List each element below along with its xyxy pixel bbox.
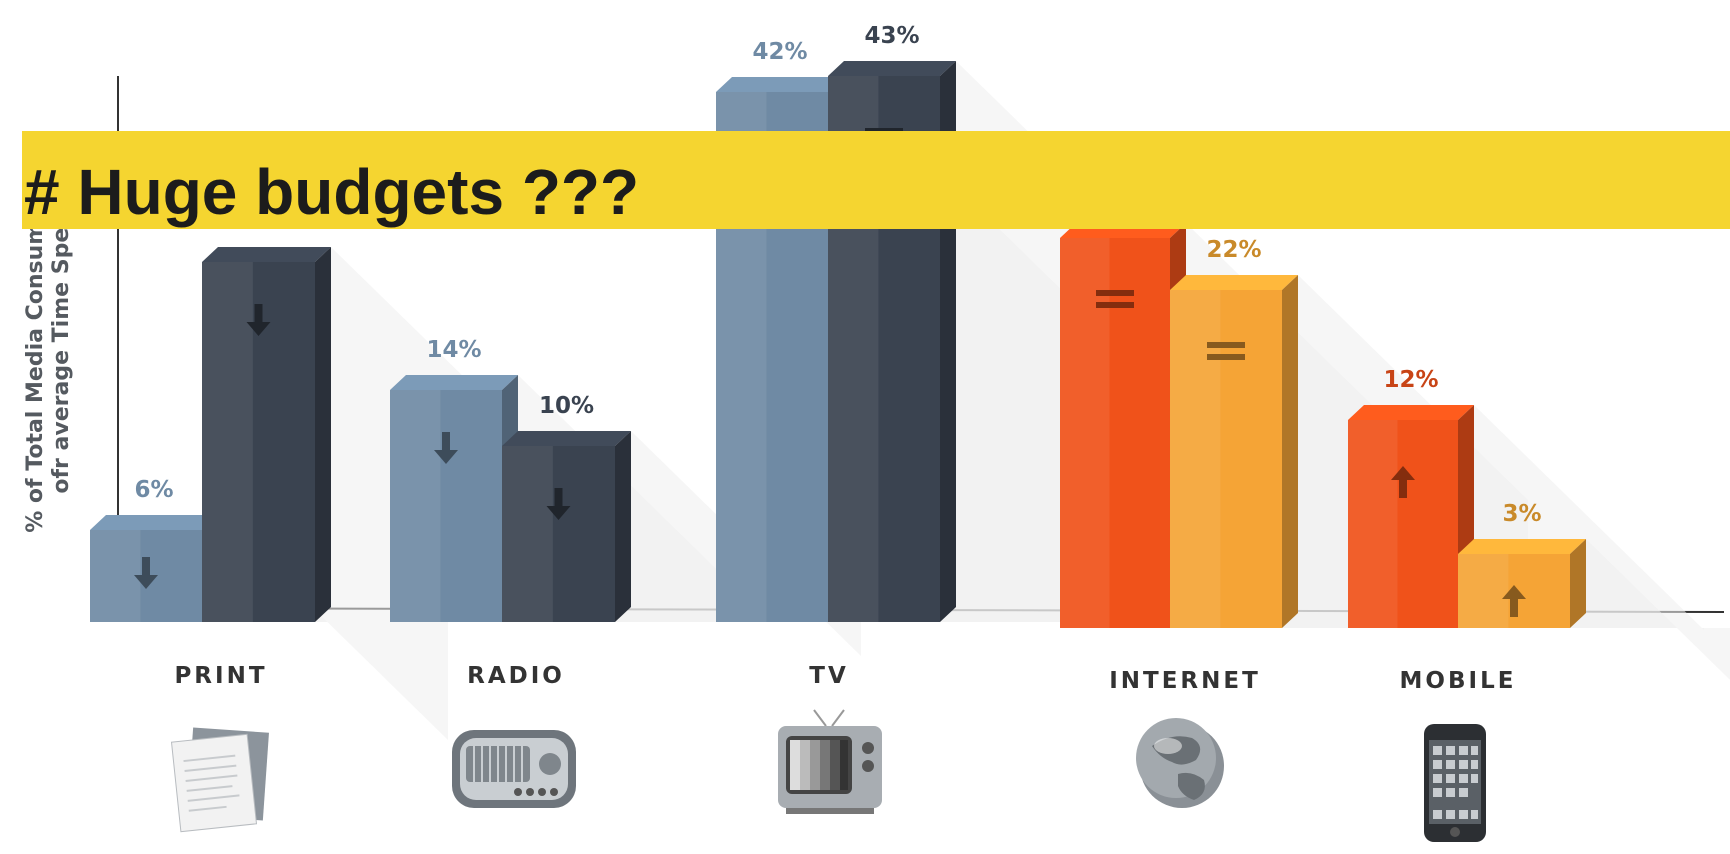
y-axis-label-line-2: ofr average Time Spend <box>49 196 74 493</box>
bar-highlight-print-right <box>202 262 253 622</box>
indicator-down-icon <box>246 304 271 336</box>
indicator-equal-icon <box>1207 342 1245 360</box>
bar-top-internet-right <box>1170 275 1298 290</box>
bar-print-right <box>202 247 331 622</box>
bar-front-radio-left <box>390 390 502 622</box>
slide-title: # Huge budgets ??? <box>24 156 640 228</box>
radio-icon <box>452 730 576 808</box>
bar-highlight-internet-left <box>1060 238 1110 628</box>
bar-side-radio-right <box>615 431 631 622</box>
value-label-mobile-left: 12% <box>1383 367 1438 393</box>
bar-mobile-right <box>1458 539 1586 628</box>
category-labels: PRINT RADIO TV INTERNET MOBILE <box>174 663 1517 694</box>
bar-top-tv-right <box>828 61 956 76</box>
category-label-radio: RADIO <box>467 663 565 689</box>
bar-side-mobile-right <box>1570 539 1586 628</box>
bar-internet-right <box>1170 275 1298 628</box>
value-label-radio-right: 10% <box>539 393 594 419</box>
category-label-mobile: MOBILE <box>1400 668 1517 694</box>
bar-front-radio-right <box>502 446 615 622</box>
indicator-up-icon <box>1502 585 1526 617</box>
bar-highlight-internet-right <box>1170 290 1221 628</box>
television-icon <box>778 709 882 814</box>
bar-shadow-mobile-right <box>1570 539 1730 680</box>
bar-side-print-right <box>315 247 331 622</box>
bar-internet-left <box>1060 223 1186 628</box>
value-label-mobile-right: 3% <box>1502 501 1541 527</box>
document-icon <box>170 727 269 833</box>
bar-print-left <box>90 515 218 622</box>
bar-top-print-right <box>202 247 331 262</box>
bar-mobile-left <box>1348 405 1474 628</box>
value-label-print-left: 6% <box>134 477 173 503</box>
title-banner <box>22 131 1730 229</box>
indicator-down-icon <box>134 557 158 589</box>
smartphone-icon <box>1424 724 1486 842</box>
bar-top-radio-right <box>502 431 631 446</box>
bar-radio-right <box>502 431 631 622</box>
category-label-tv: TV <box>809 663 849 689</box>
bar-top-mobile-left <box>1348 405 1474 420</box>
value-labels: 6% 14% 10% 42% 43% 22% 12% 3% <box>134 23 1541 527</box>
bar-top-mobile-right <box>1458 539 1586 554</box>
value-label-tv-right: 43% <box>864 23 919 49</box>
bar-highlight-mobile-right <box>1458 554 1509 628</box>
value-label-radio-left: 14% <box>426 337 481 363</box>
bar-top-print-left <box>90 515 218 530</box>
globe-icon <box>1136 718 1224 808</box>
bar-highlight-radio-right <box>502 446 553 622</box>
indicator-equal-icon <box>1096 290 1134 308</box>
bar-front-mobile-left <box>1348 420 1458 628</box>
category-label-internet: INTERNET <box>1109 668 1261 694</box>
bar-top-tv-left <box>716 77 844 92</box>
indicator-down-icon <box>434 432 458 464</box>
bar-highlight-mobile-left <box>1348 420 1398 628</box>
category-label-print: PRINT <box>174 663 267 689</box>
indicator-down-icon <box>546 488 571 520</box>
bar-top-radio-left <box>390 375 518 390</box>
indicator-up-icon <box>1391 466 1415 498</box>
bar-radio-left <box>390 375 518 622</box>
bar-side-internet-right <box>1282 275 1298 628</box>
value-label-tv-left: 42% <box>752 39 807 65</box>
bar-highlight-radio-left <box>390 390 441 622</box>
bar-highlight-print-left <box>90 530 141 622</box>
value-label-internet-right: 22% <box>1206 237 1261 263</box>
